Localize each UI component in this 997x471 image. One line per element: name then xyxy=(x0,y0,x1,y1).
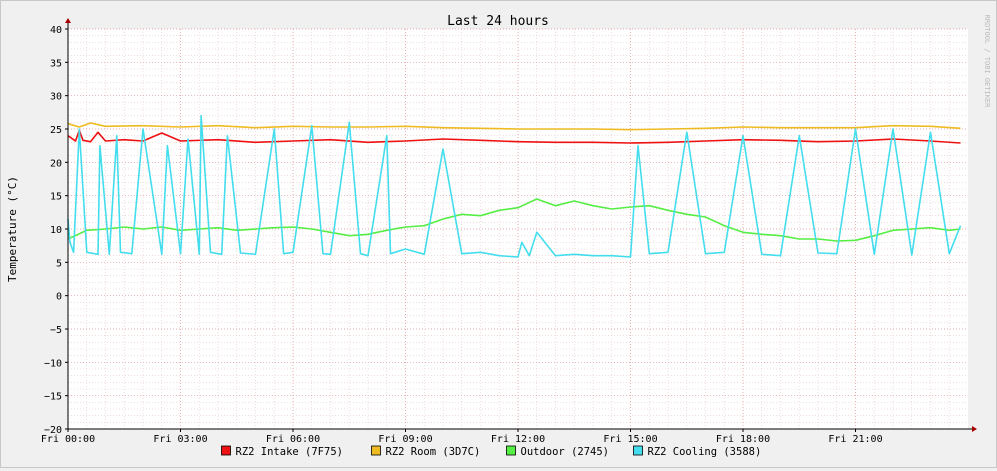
y-axis-label: Temperature (°C) xyxy=(6,176,19,282)
series-line-2 xyxy=(67,198,961,242)
legend-label: RZ2 Intake (7F75) xyxy=(236,446,343,458)
chart-grid xyxy=(67,28,968,430)
legend-item: RZ2 Intake (7F75) xyxy=(221,445,343,458)
x-tick-label: Fri 18:00 xyxy=(716,434,770,445)
x-tick-label: Fri 09:00 xyxy=(378,434,432,445)
chart-plot-area xyxy=(67,114,962,258)
legend-swatch xyxy=(221,445,231,456)
legend-item: RZ2 Room (3D7C) xyxy=(371,445,481,458)
y-tick-label: 20 xyxy=(50,158,62,169)
y-tick-label: −20 xyxy=(44,425,62,436)
rrdtool-watermark: RRDTOOL / TOBI OETIKER xyxy=(983,15,991,109)
y-tick-label: 25 xyxy=(50,125,62,136)
legend-swatch xyxy=(371,445,381,456)
y-tick-label: −15 xyxy=(44,392,62,403)
legend-label: RZ2 Room (3D7C) xyxy=(386,446,481,458)
y-tick-label: −10 xyxy=(44,358,62,369)
chart-title: Last 24 hours xyxy=(447,14,549,29)
y-tick-label: 0 xyxy=(56,292,62,303)
legend-swatch xyxy=(633,445,643,456)
legend-label: Outdoor (2745) xyxy=(521,446,610,458)
y-tick-label: −5 xyxy=(50,325,62,336)
y-tick-label: 40 xyxy=(50,25,62,36)
x-tick-label: Fri 03:00 xyxy=(153,434,207,445)
chart-legend: RZ2 Intake (7F75) RZ2 Room (3D7C) Outdoor … xyxy=(221,445,762,458)
x-tick-label: Fri 15:00 xyxy=(603,434,657,445)
y-tick-label: 10 xyxy=(50,225,62,236)
y-axis-arrow xyxy=(65,18,71,23)
legend-item: Outdoor (2745) xyxy=(506,445,610,458)
x-tick-label: Fri 00:00 xyxy=(41,434,95,445)
series-line-1 xyxy=(67,122,961,131)
legend-label: RZ2 Cooling (3588) xyxy=(648,446,762,458)
x-tick-label: Fri 21:00 xyxy=(828,434,882,445)
legend-swatch xyxy=(506,445,516,456)
x-tick-label: Fri 06:00 xyxy=(266,434,320,445)
series-line-3 xyxy=(67,114,962,258)
y-tick-label: 5 xyxy=(56,258,62,269)
x-tick-label: Fri 12:00 xyxy=(491,434,545,445)
y-tick-label: 35 xyxy=(50,58,62,69)
y-tick-label: 15 xyxy=(50,192,62,203)
x-axis-arrow xyxy=(972,426,977,432)
y-tick-label: 30 xyxy=(50,92,62,103)
legend-item: RZ2 Cooling (3588) xyxy=(633,445,762,458)
